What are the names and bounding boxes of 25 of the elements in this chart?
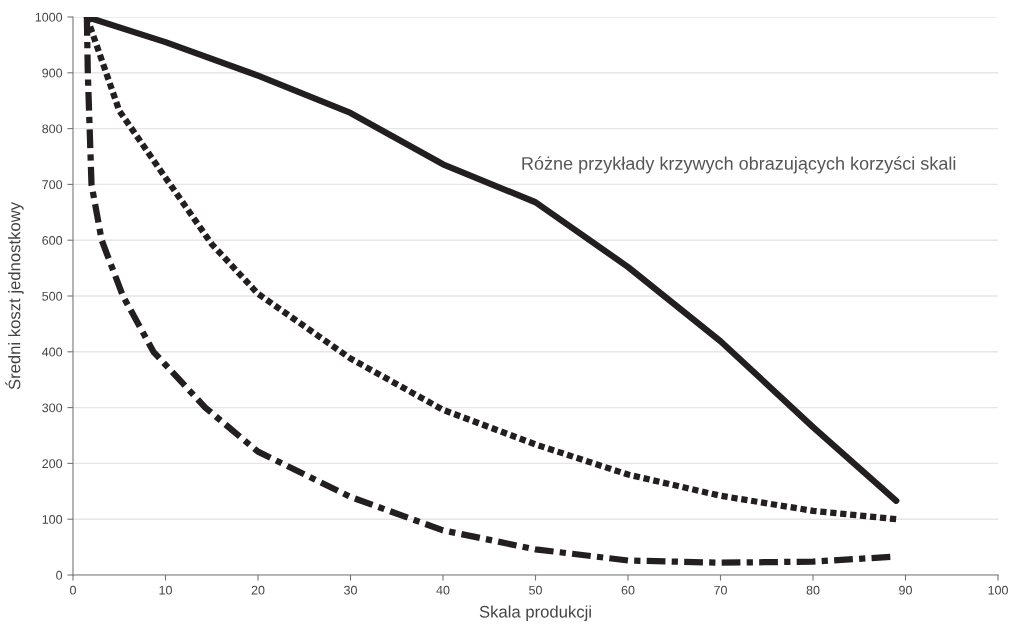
y-tick-label: 300 [42, 403, 63, 413]
y-tick-label: 100 [42, 515, 63, 524]
x-tick-label: 40 [436, 585, 450, 595]
y-tick-label: 500 [42, 291, 63, 301]
y-tick-label: 1000 [35, 12, 63, 22]
x-tick-label: 100 [988, 585, 1008, 595]
x-tick-label: 10 [159, 585, 172, 595]
x-axis-title: Skala produkcji [479, 605, 591, 621]
x-tick-label: 60 [621, 585, 635, 595]
y-tick-label: 200 [42, 459, 63, 469]
x-tick-label: 0 [70, 585, 76, 595]
y-tick-label: 900 [42, 68, 63, 78]
y-tick-label: 0 [56, 570, 63, 580]
y-tick-label: 800 [42, 124, 63, 134]
x-tick-label: 20 [251, 585, 265, 595]
y-tick-label: 700 [42, 180, 63, 190]
x-tick-label: 70 [714, 585, 727, 595]
x-tick-label: 90 [899, 585, 912, 595]
x-tick-label: 30 [344, 585, 357, 595]
x-tick-label: 50 [529, 585, 542, 595]
y-tick-label: 600 [42, 236, 63, 245]
x-tick-label: 80 [806, 585, 820, 595]
annotation: Różne przykłady krzywych obrazujących korzyści skali [522, 156, 956, 174]
y-tick-label: 400 [42, 347, 63, 357]
y-axis-title: Średni koszt jednostkowy [5, 202, 24, 390]
